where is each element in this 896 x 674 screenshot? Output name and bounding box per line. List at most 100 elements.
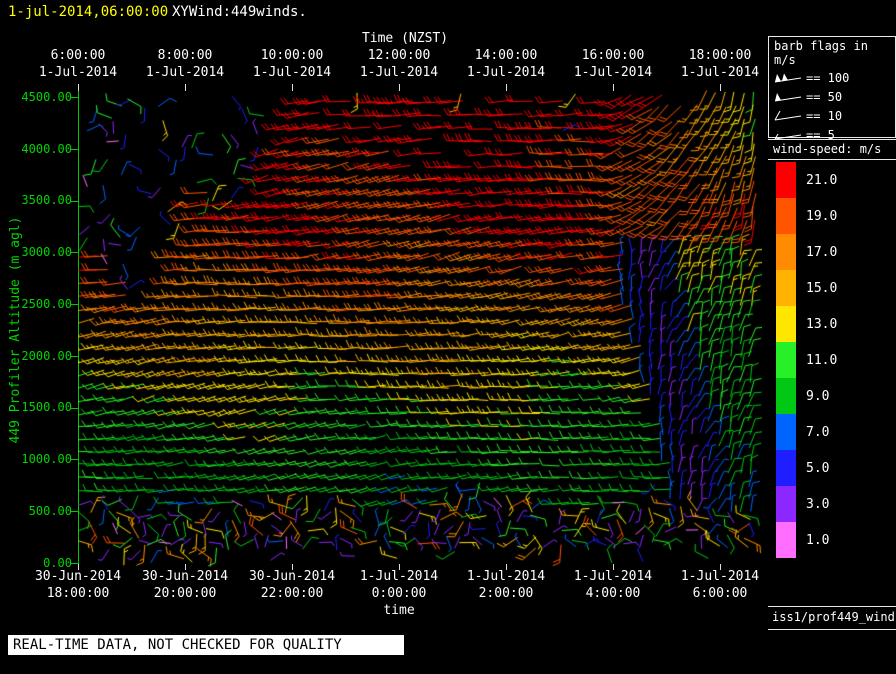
barb-field-canvas [78,88,762,570]
colorbar-label: 5.0 [806,460,830,476]
colorbar-label: 3.0 [806,496,830,512]
tick-mark [292,84,293,91]
tick-mark [71,356,79,357]
colorbar-label: 13.0 [806,316,838,332]
colorbar-swatch [776,270,796,306]
legend-row: == 10 [769,106,895,125]
colorbar-swatch [776,378,796,414]
colorbar-swatch [776,342,796,378]
y-tick-label: 4500.00 [21,90,72,104]
colorbar-swatch [776,486,796,522]
tick-mark [720,84,721,91]
quality-warning: REAL-TIME DATA, NOT CHECKED FOR QUALITY [8,635,404,655]
colorbar-swatch [776,162,796,198]
tick-mark [78,84,79,91]
colorbar-row: 19.0 [768,198,896,234]
top-axis-title: Time (NZST) [361,31,449,46]
colorbar-swatch [776,450,796,486]
legend-label: == 100 [806,70,850,85]
pennant-100-icon [774,72,802,82]
colorbar-label: 11.0 [806,352,838,368]
colorbar-label: 9.0 [806,388,830,404]
y-tick-label: 1000.00 [21,452,72,466]
separator-line [768,606,896,607]
plot-timestamp: 1-jul-2014,06:00:00 [8,4,169,20]
source-label: iss1/prof449_winds [772,610,896,624]
half-barb-icon [774,133,802,139]
colorbar-swatch [776,306,796,342]
y-tick-label: 500.00 [28,504,72,518]
colorbar-label: 15.0 [806,280,838,296]
tick-mark [399,564,400,570]
y-tick-label: 4000.00 [21,142,72,156]
colorbar-swatch [776,198,796,234]
colorbar-row: 7.0 [768,414,896,450]
colorbar-label: 17.0 [806,244,838,260]
barb-legend-title: barb flags in m/s [774,39,868,67]
colorbar-row: 21.0 [768,162,896,198]
legend-row: == 50 [769,87,895,106]
top-axis-tick: 6:00:00 1-Jul-2014 [38,48,118,80]
bottom-axis-tick: 1-Jul-2014 2:00:00 [466,569,546,601]
colorbar-swatch [776,522,796,558]
tick-mark [78,564,79,570]
colorbar-swatch [776,234,796,270]
colorbar: 21.0 19.0 17.0 15.0 13.0 11.0 9.0 7.0 5.… [768,162,896,558]
full-barb-icon [774,110,802,120]
tick-mark [71,563,79,564]
top-axis-tick: 12:00:00 1-Jul-2014 [359,48,439,80]
tick-mark [71,304,79,305]
pennant-50-icon [774,92,802,101]
tick-mark [185,84,186,91]
colorbar-row: 1.0 [768,522,896,558]
y-tick-label: 0.00 [43,556,72,570]
tick-mark [399,84,400,91]
tick-mark [613,564,614,570]
colorbar-label: 21.0 [806,172,838,188]
colorbar-label: 19.0 [806,208,838,224]
legend-row: == 5 [769,125,895,144]
bottom-axis-title: time [383,603,415,618]
barb-flag-legend: barb flags in m/s == 100 == 50 == 10 == … [768,36,896,142]
bottom-axis-tick: 1-Jul-2014 0:00:00 [359,569,439,601]
bottom-axis-tick: 1-Jul-2014 4:00:00 [573,569,653,601]
tick-mark [71,149,79,150]
bottom-axis-tick: 30-Jun-2014 20:00:00 [141,569,229,601]
colorbar-row: 11.0 [768,342,896,378]
tick-mark [506,564,507,570]
tick-mark [720,564,721,570]
tick-mark [506,84,507,91]
bottom-axis-tick: 30-Jun-2014 18:00:00 [34,569,122,601]
y-tick-label: 3500.00 [21,193,72,207]
y-tick-label: 3000.00 [21,245,72,259]
top-axis-tick: 8:00:00 1-Jul-2014 [145,48,225,80]
colorbar-row: 17.0 [768,234,896,270]
tick-mark [71,408,79,409]
colorbar-row: 5.0 [768,450,896,486]
tick-mark [71,201,79,202]
colorbar-row: 3.0 [768,486,896,522]
bottom-axis-tick: 1-Jul-2014 6:00:00 [680,569,760,601]
y-tick-label: 2500.00 [21,297,72,311]
colorbar-label: 1.0 [806,532,830,548]
y-tick-label: 1500.00 [21,400,72,414]
top-axis-tick: 14:00:00 1-Jul-2014 [466,48,546,80]
tick-mark [613,84,614,91]
tick-mark [71,252,79,253]
legend-row: == 100 [769,68,895,87]
colorbar-swatch [776,414,796,450]
colorbar-row: 9.0 [768,378,896,414]
tick-mark [71,511,79,512]
legend-label: == 5 [806,127,835,142]
page-title: XYWind:449winds. [172,4,307,20]
colorbar-title: wind-speed: m/s [768,139,896,160]
legend-label: == 50 [806,89,843,104]
tick-mark [292,564,293,570]
top-axis-tick: 10:00:00 1-Jul-2014 [252,48,332,80]
bottom-axis-tick: 30-Jun-2014 22:00:00 [248,569,336,601]
colorbar-row: 15.0 [768,270,896,306]
y-tick-label: 2000.00 [21,349,72,363]
legend-label: == 10 [806,108,843,123]
separator-line [768,629,896,630]
y-axis-title: 449 Profiler Altitude (m agl) [8,216,23,444]
